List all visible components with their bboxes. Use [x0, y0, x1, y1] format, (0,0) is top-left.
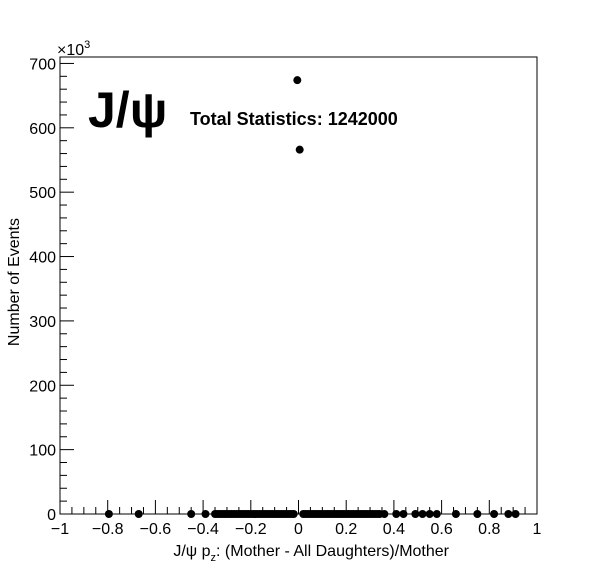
data-point	[473, 510, 482, 518]
x-tick-label: 0	[294, 521, 303, 538]
y-tick-label: 600	[29, 121, 56, 138]
data-points	[104, 76, 520, 518]
y-tick-label: 700	[29, 56, 56, 73]
y-tick-label: 0	[47, 507, 56, 524]
y-tick-label: 200	[29, 378, 56, 395]
y-tick-label: 100	[29, 443, 56, 460]
data-point	[432, 510, 441, 518]
x-axis-title: J/ψ pz: (Mother - All Daughters)/Mother	[173, 543, 449, 564]
stats-label: Total Statistics: 1242000	[190, 109, 398, 129]
data-point	[289, 510, 298, 518]
x-tick-label: −0.8	[92, 521, 124, 538]
data-point	[201, 510, 210, 518]
x-tick-label: 0.4	[383, 521, 405, 538]
data-point	[490, 510, 499, 518]
data-point	[104, 510, 113, 518]
x-tick-label: 0.8	[478, 521, 500, 538]
data-point	[392, 510, 401, 518]
x-axis: −1 −0.8 −0.6 −0.4 −0.2 0 0.2 0.4 0.6 0.8 1	[51, 500, 542, 538]
y-tick-label: 300	[29, 314, 56, 331]
data-point	[399, 510, 408, 518]
data-point	[425, 510, 434, 518]
y-axis-title: Number of Events	[6, 218, 23, 346]
data-point	[511, 510, 520, 518]
data-point	[134, 510, 143, 518]
x-tick-label: −0.4	[187, 521, 219, 538]
x-tick-label: −0.2	[235, 521, 267, 538]
x-tick-label: 0.6	[430, 521, 452, 538]
y-multiplier: ×103	[57, 39, 90, 59]
x-tick-label: 1	[533, 521, 542, 538]
data-point	[293, 76, 302, 85]
y-axis: 0 100 200 300 400 500 600 700	[29, 56, 74, 524]
data-point	[418, 510, 427, 518]
data-point	[187, 510, 196, 518]
data-point	[295, 145, 304, 154]
data-point	[451, 510, 460, 518]
y-tick-label: 400	[29, 250, 56, 267]
x-tick-label: 0.2	[335, 521, 357, 538]
data-point	[380, 510, 389, 518]
data-point	[411, 510, 420, 518]
data-point	[504, 510, 513, 518]
x-tick-label: −0.6	[140, 521, 172, 538]
y-tick-label: 500	[29, 185, 56, 202]
particle-label: J/ψ	[88, 82, 167, 138]
x-tick-label: −1	[51, 521, 69, 538]
